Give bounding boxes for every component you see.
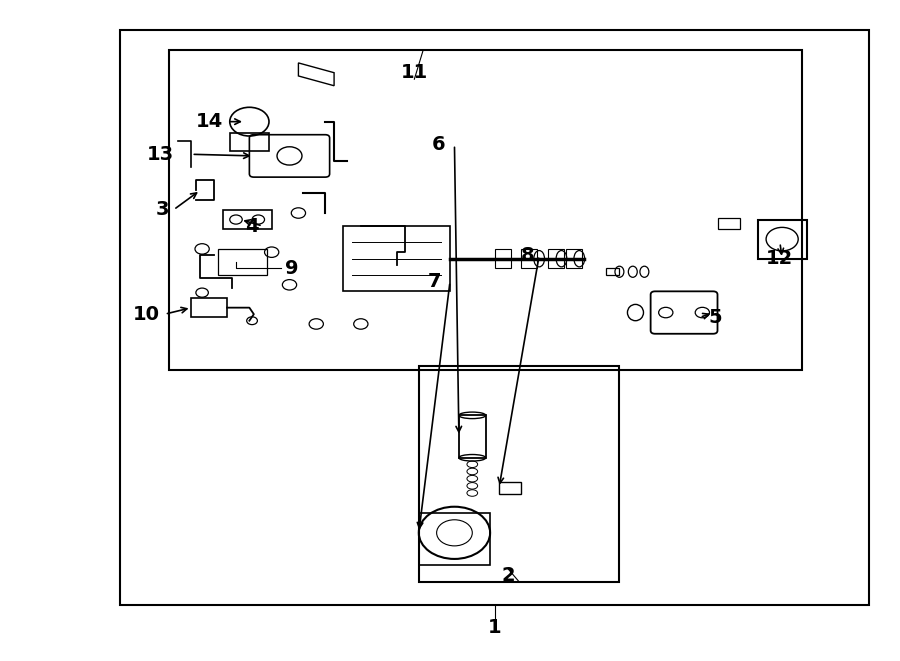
Bar xyxy=(548,249,564,268)
Bar xyxy=(218,249,267,275)
Text: 3: 3 xyxy=(156,200,169,219)
Bar xyxy=(343,226,450,292)
Text: 6: 6 xyxy=(432,135,446,154)
Bar xyxy=(120,30,869,605)
Text: 7: 7 xyxy=(428,272,441,291)
Text: 14: 14 xyxy=(195,112,222,131)
Text: 13: 13 xyxy=(147,145,174,164)
Text: 9: 9 xyxy=(285,259,299,278)
Bar xyxy=(717,217,740,229)
Text: 12: 12 xyxy=(766,249,794,268)
Bar xyxy=(192,298,227,317)
Bar xyxy=(499,482,521,494)
Text: 10: 10 xyxy=(133,305,160,324)
Text: 2: 2 xyxy=(501,566,515,585)
Text: 5: 5 xyxy=(708,308,722,327)
Bar xyxy=(566,249,582,268)
Bar xyxy=(222,210,272,229)
Bar xyxy=(606,268,619,275)
Polygon shape xyxy=(299,63,334,86)
Bar xyxy=(495,249,510,268)
Bar xyxy=(418,513,490,565)
Text: 4: 4 xyxy=(245,217,258,235)
Bar xyxy=(521,249,537,268)
Bar xyxy=(418,366,619,582)
Bar xyxy=(230,133,269,151)
Text: 11: 11 xyxy=(400,63,428,82)
Bar xyxy=(459,415,486,458)
Bar xyxy=(758,219,806,258)
Text: 1: 1 xyxy=(488,618,501,637)
Text: 8: 8 xyxy=(521,246,535,265)
Bar xyxy=(169,50,802,369)
